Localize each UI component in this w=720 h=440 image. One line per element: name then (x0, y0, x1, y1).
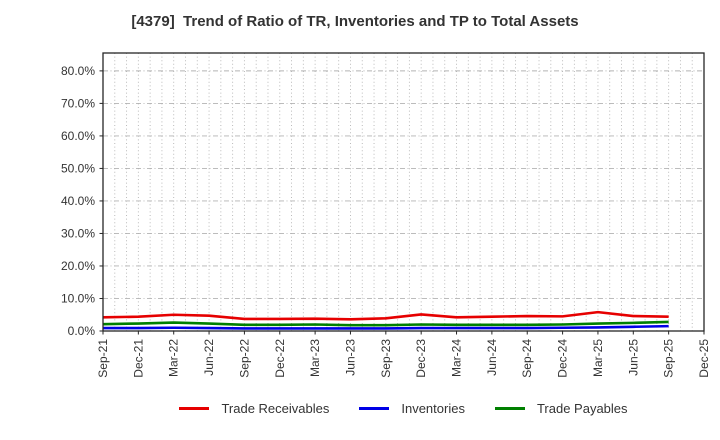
x-tick-label: Mar-23 (308, 339, 322, 377)
y-tick-label: 40.0% (61, 194, 95, 208)
y-tick-label: 80.0% (61, 64, 95, 78)
y-tick-label: 0.0% (68, 324, 96, 338)
x-tick-label: Jun-23 (343, 339, 357, 376)
legend-item-inventories: Inventories (359, 401, 465, 416)
x-tick-label: Sep-23 (379, 339, 393, 378)
legend-line-swatch-blue (359, 407, 390, 410)
y-tick-label: 70.0% (61, 96, 95, 110)
chart-legend: Trade Receivables Inventories Trade Paya… (103, 401, 704, 416)
y-tick-label: 20.0% (61, 259, 95, 273)
legend-item-trade-receivables: Trade Receivables (179, 401, 329, 416)
legend-label-trade-payables: Trade Payables (536, 401, 628, 416)
x-tick-label: Mar-22 (167, 339, 181, 377)
legend-line-swatch-green (494, 407, 525, 410)
x-tick-label: Sep-21 (96, 339, 110, 378)
legend-line-swatch-red (179, 407, 210, 410)
x-tick-label: Sep-24 (520, 339, 534, 378)
x-tick-label: Dec-21 (131, 339, 145, 378)
x-tick-label: Dec-23 (414, 339, 428, 378)
x-tick-label: Dec-24 (556, 339, 570, 378)
x-tick-label: Jun-22 (202, 339, 216, 376)
x-tick-label: Jun-24 (485, 339, 499, 376)
x-tick-label: Sep-22 (237, 339, 251, 378)
series-line-trade-receivables (102, 310, 669, 321)
legend-label-inventories: Inventories (401, 401, 465, 416)
x-tick-label: Dec-22 (273, 339, 287, 378)
y-tick-label: 60.0% (61, 129, 95, 143)
y-tick-label: 10.0% (61, 291, 95, 305)
series-line-inventories (103, 324, 669, 330)
chart-title: [4379] Trend of Ratio of TR, Inventories… (131, 13, 579, 30)
plot-border (102, 52, 705, 332)
y-tick-label: 30.0% (61, 226, 95, 240)
x-tick-label: Jun-25 (626, 339, 640, 376)
series-line-trade-payables (102, 320, 669, 327)
x-tick-label: Mar-24 (450, 339, 464, 377)
y-tick-label: 50.0% (61, 161, 95, 175)
legend-item-trade-payables: Trade Payables (494, 401, 628, 416)
legend-label-trade-receivables: Trade Receivables (221, 401, 330, 416)
x-tick-label: Mar-25 (591, 339, 605, 377)
x-tick-label: Dec-25 (697, 339, 711, 378)
x-tick-label: Sep-25 (662, 339, 676, 378)
